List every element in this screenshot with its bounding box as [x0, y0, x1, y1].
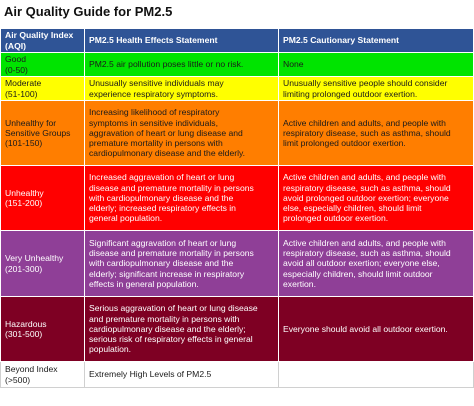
aqi-column-header: Air Quality Index (AQI)	[0, 28, 85, 53]
cautionary-cell: Active children and adults, and people w…	[278, 230, 474, 297]
table-row-beyond-index: Beyond Index (>500) Extremely High Level…	[0, 361, 474, 388]
cautionary-text-line: Unusually sensitive people should consid…	[283, 78, 448, 89]
cautionary-text-line: avoid prolonged outdoor exertion; everyo…	[283, 192, 449, 203]
health-effects-column-header: PM2.5 Health Effects Statement	[84, 28, 279, 53]
health-text-line: disease and premature mortality in perso…	[89, 182, 254, 193]
health-text-line: elderly; significant increase in respira…	[89, 268, 245, 279]
health-text-line: serious risk of respiratory effects in g…	[89, 334, 253, 345]
header-text-line: PM2.5 Health Effects Statement	[89, 35, 218, 46]
cautionary-text-line: Active children and adults, and people w…	[283, 172, 446, 183]
health-text-line: with cardiopulmonary disease and the	[89, 258, 234, 269]
aqi-category-cell: Moderate (51-100)	[0, 76, 85, 101]
cautionary-cell: Unusually sensitive people should consid…	[278, 76, 474, 101]
category-text-line: (101-150)	[5, 138, 43, 149]
health-text-line: elderly; increased respiratory effects i…	[89, 203, 236, 214]
health-text-line: premature mortality in persons with	[89, 138, 223, 149]
cautionary-cell	[278, 361, 474, 388]
cautionary-text-line: respiratory disease, such as asthma, sho…	[283, 127, 451, 138]
cautionary-text-line: especially children, should limit outdoo…	[283, 268, 433, 279]
cautionary-cell: Everyone should avoid all outdoor exerti…	[278, 296, 474, 362]
cautionary-cell: None	[278, 52, 474, 77]
category-text-line: (0-50)	[5, 64, 28, 75]
table-row-moderate: Moderate (51-100) Unusually sensitive in…	[0, 76, 474, 101]
health-text-line: Serious aggravation of heart or lung dis…	[89, 303, 258, 314]
header-text-line: (AQI)	[5, 40, 27, 51]
health-text-line: cardiopulmonary disease and the elderly.	[89, 148, 246, 159]
cautionary-text-line: limit prolonged outdoor exertion.	[283, 138, 406, 149]
health-effects-cell: Unusually sensitive individuals may expe…	[84, 76, 279, 101]
health-text-line: experience respiratory symptoms.	[89, 88, 218, 99]
table-row-very-unhealthy: Very Unhealthy (201-300) Significant agg…	[0, 230, 474, 297]
category-text-line: Hazardous	[5, 318, 47, 329]
category-text-line: (201-300)	[5, 263, 43, 274]
health-text-line: disease and premature mortality in perso…	[89, 248, 254, 259]
health-text-line: Increased aggravation of heart or lung	[89, 172, 235, 183]
cautionary-text-line: None	[283, 59, 304, 70]
health-text-line: population.	[89, 344, 132, 355]
category-text-line: Very Unhealthy	[5, 253, 64, 264]
table-header-row: Air Quality Index (AQI) PM2.5 Health Eff…	[0, 28, 474, 53]
aqi-category-cell: Unhealthy (151-200)	[0, 165, 85, 231]
cautionary-text-line: else, especially children, should limit	[283, 203, 422, 214]
aqi-category-cell: Beyond Index (>500)	[0, 361, 85, 388]
health-effects-cell: Extremely High Levels of PM2.5	[84, 361, 279, 388]
health-text-line: Significant aggravation of heart or lung	[89, 237, 237, 248]
category-text-line: (51-100)	[5, 88, 38, 99]
health-text-line: Extremely High Levels of PM2.5	[89, 369, 212, 380]
health-effects-cell: Increased aggravation of heart or lung d…	[84, 165, 279, 231]
health-text-line: and premature mortality in persons with	[89, 313, 240, 324]
category-text-line: (301-500)	[5, 329, 43, 339]
cautionary-cell: Active children and adults, and people w…	[278, 100, 474, 166]
category-text-line: Unhealthy	[5, 187, 44, 198]
health-text-line: effects in general population.	[89, 278, 199, 289]
aqi-category-cell: Very Unhealthy (201-300)	[0, 230, 85, 297]
health-text-line: PM2.5 air pollution poses little or no r…	[89, 59, 244, 70]
health-text-line: symptoms in sensitive individuals,	[89, 117, 218, 128]
category-text-line: (151-200)	[5, 198, 43, 208]
health-text-line: general population.	[89, 213, 163, 224]
table-row-unhealthy: Unhealthy (151-200) Increased aggravatio…	[0, 165, 474, 231]
aqi-table: Air Quality Index (AQI) PM2.5 Health Eff…	[0, 28, 474, 388]
aqi-category-cell: Hazardous (301-500)	[0, 296, 85, 362]
cautionary-cell: Active children and adults, and people w…	[278, 165, 474, 231]
category-text-line: Unhealthy for	[5, 117, 57, 128]
health-effects-cell: Significant aggravation of heart or lung…	[84, 230, 279, 297]
category-text-line: Good	[5, 54, 27, 65]
cautionary-text-line: prolonged outdoor exertion.	[283, 213, 389, 224]
health-text-line: with cardiopulmonary disease and the	[89, 192, 234, 203]
cautionary-text-line: limiting prolonged outdoor exertion.	[283, 88, 418, 99]
table-row-good: Good (0-50) PM2.5 air pollution poses li…	[0, 52, 474, 77]
category-text-line: Beyond Index	[5, 364, 58, 375]
cautionary-text-line: respiratory disease, such as asthma, sho…	[283, 248, 451, 259]
health-effects-cell: Serious aggravation of heart or lung dis…	[84, 296, 279, 362]
category-text-line: Moderate	[5, 78, 42, 89]
cautionary-text-line: exertion.	[283, 278, 316, 289]
cautionary-column-header: PM2.5 Cautionary Statement	[278, 28, 474, 53]
cautionary-text-line: respiratory disease, such as asthma, sho…	[283, 182, 451, 193]
health-effects-cell: PM2.5 air pollution poses little or no r…	[84, 52, 279, 77]
health-effects-cell: Increasing likelihood of respiratory sym…	[84, 100, 279, 166]
category-text-line: Sensitive Groups	[5, 127, 71, 138]
category-text-line: (>500)	[5, 374, 31, 385]
header-text-line: Air Quality Index	[5, 30, 74, 41]
aqi-category-cell: Good (0-50)	[0, 52, 85, 77]
page-title: Air Quality Guide for PM2.5	[4, 4, 173, 19]
header-text-line: PM2.5 Cautionary Statement	[283, 35, 400, 46]
cautionary-text-line: Active children and adults, and people w…	[283, 117, 446, 128]
cautionary-text-line: Active children and adults, and people w…	[283, 237, 446, 248]
cautionary-text-line: Everyone should avoid all outdoor exerti…	[283, 323, 448, 334]
health-text-line: aggravation of heart or lung disease and	[89, 127, 243, 138]
health-text-line: Increasing likelihood of respiratory	[89, 107, 220, 118]
table-row-hazardous: Hazardous (301-500) Serious aggravation …	[0, 296, 474, 362]
aqi-category-cell: Unhealthy for Sensitive Groups (101-150)	[0, 100, 85, 166]
health-text-line: cardiopulmonary disease and the elderly;	[89, 323, 246, 334]
cautionary-text-line: avoid all outdoor exertion; everyone els…	[283, 258, 440, 269]
table-row-unhealthy-for-sensitive-groups: Unhealthy for Sensitive Groups (101-150)…	[0, 100, 474, 166]
health-text-line: Unusually sensitive individuals may	[89, 78, 224, 89]
